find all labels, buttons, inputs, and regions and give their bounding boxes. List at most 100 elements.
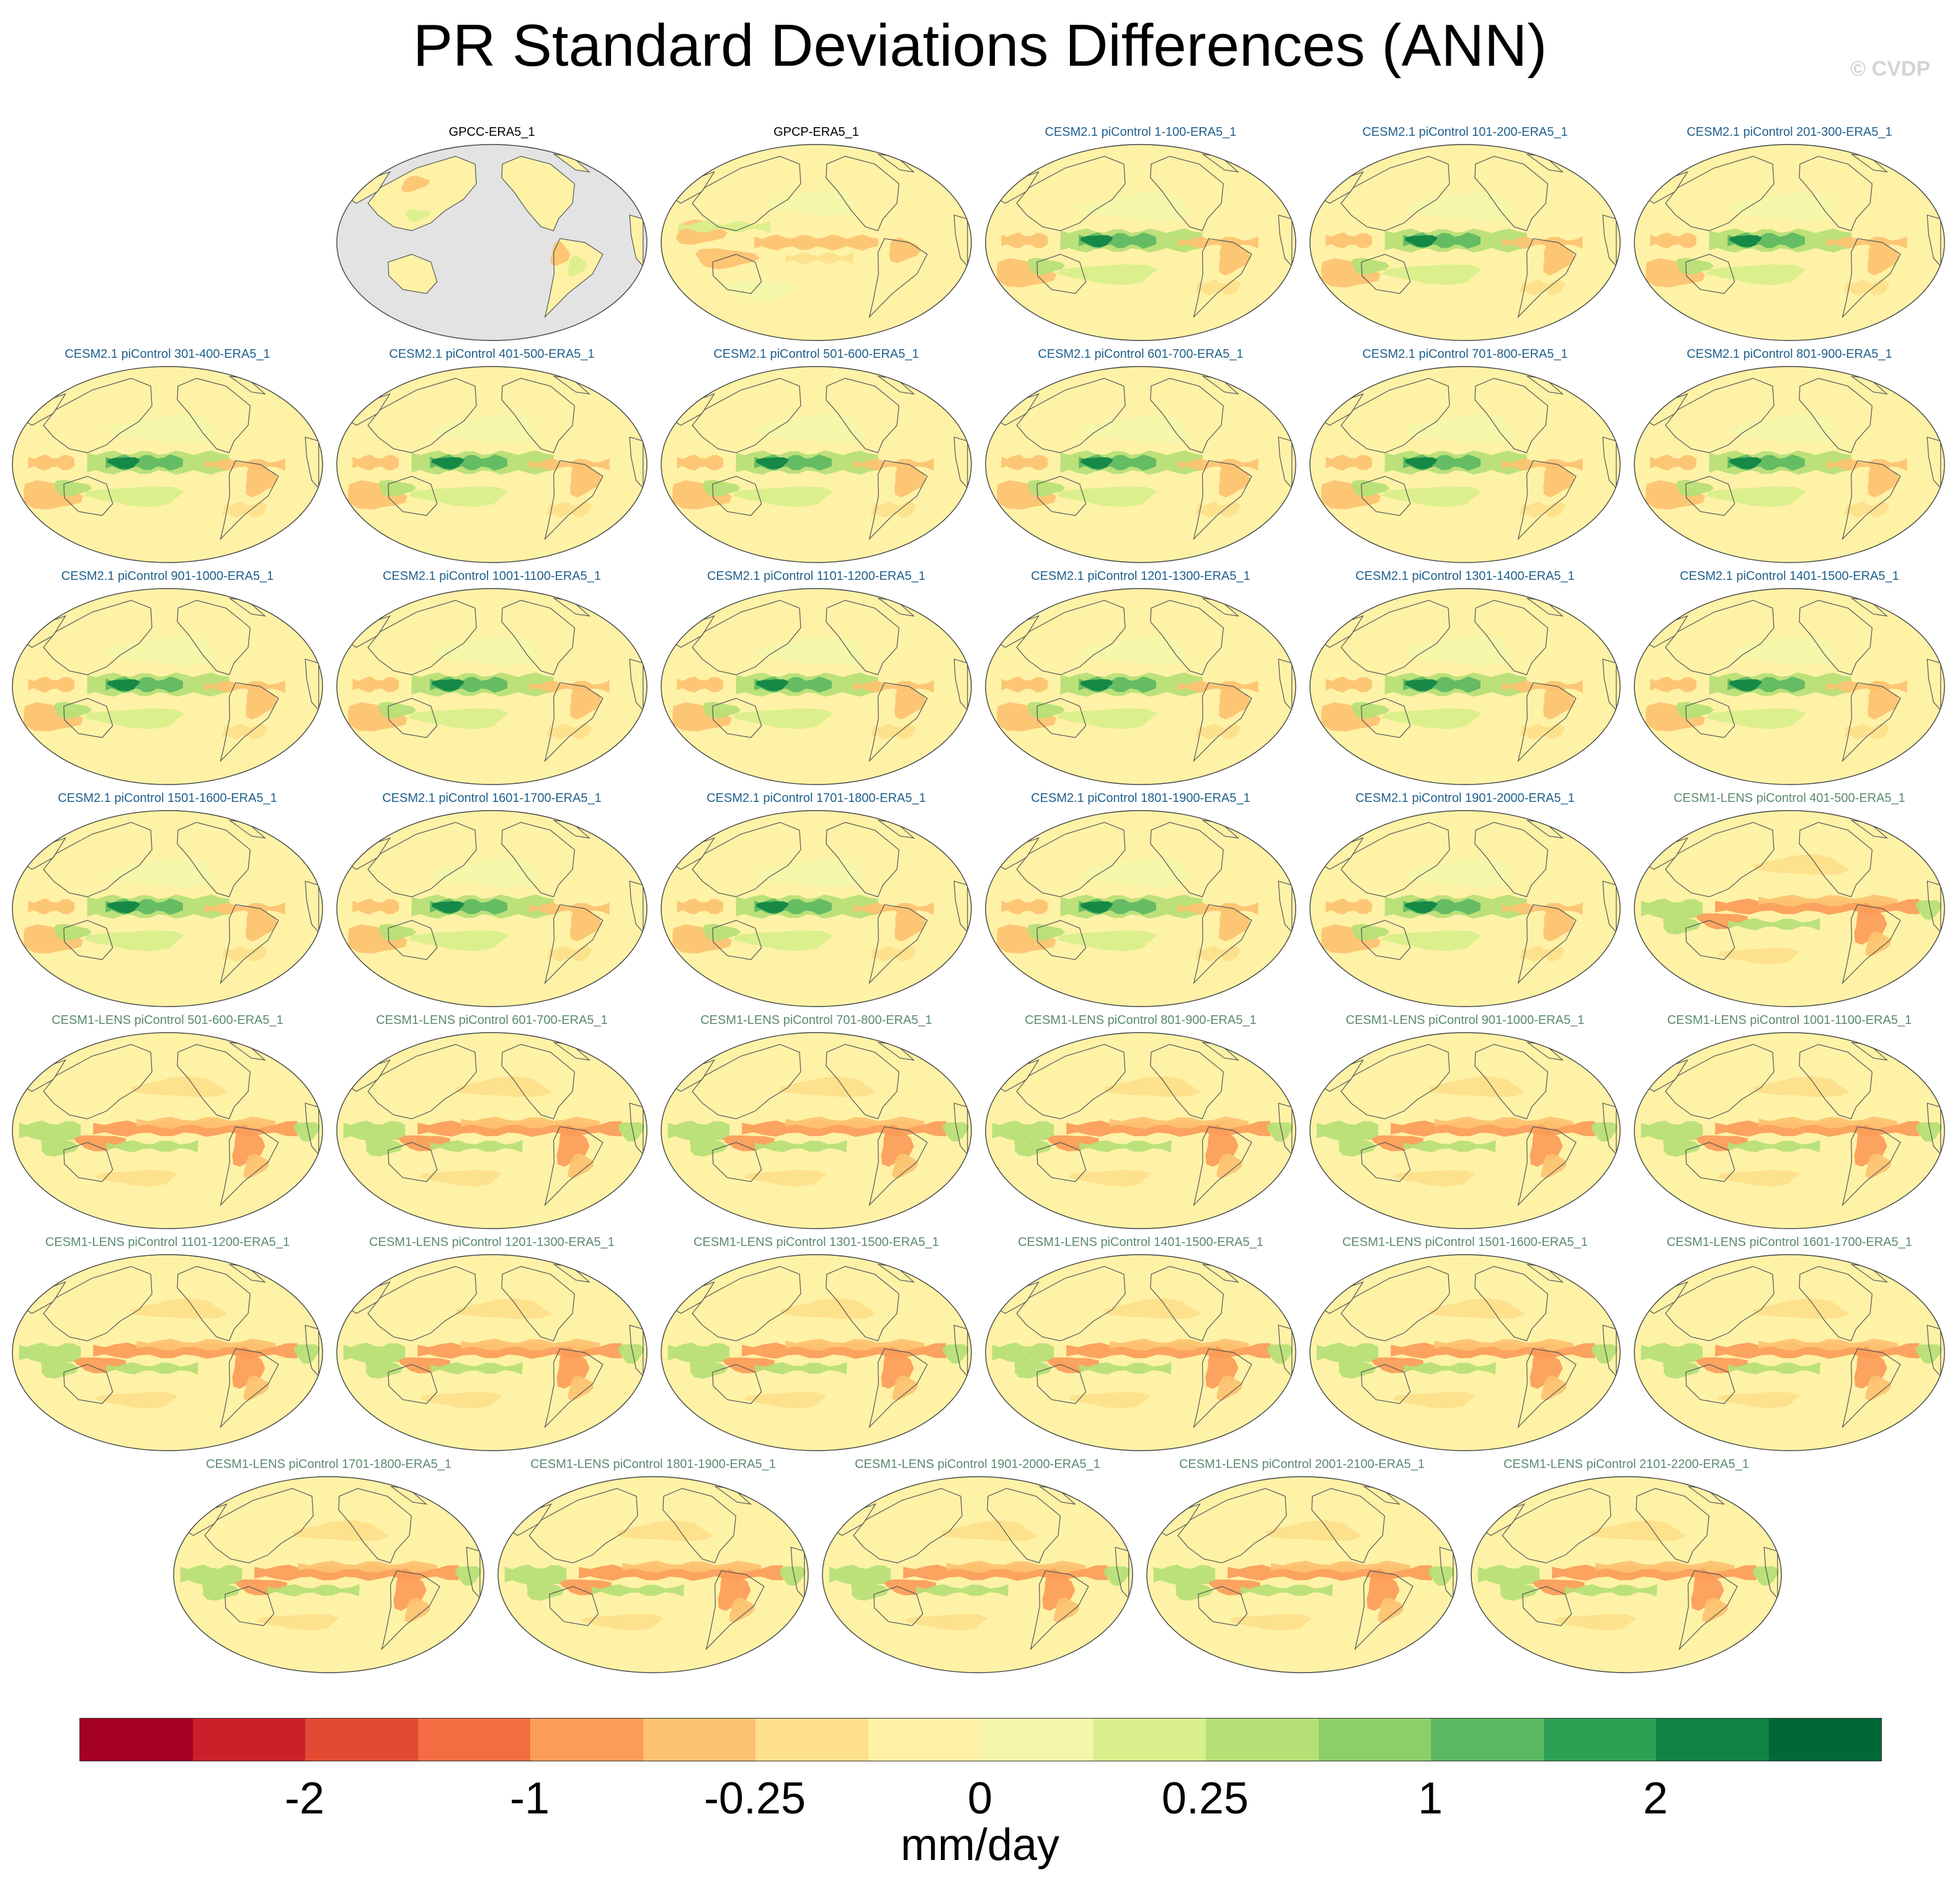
coastline	[1036, 1364, 1087, 1404]
map-border	[336, 1032, 648, 1229]
anomaly-contour	[1729, 679, 1762, 692]
coastline	[1278, 880, 1293, 933]
anomaly-contour	[997, 480, 1056, 510]
coastline	[1036, 254, 1087, 294]
map-border	[173, 1476, 484, 1673]
anomaly-contour	[267, 1584, 360, 1597]
colorbar-swatch	[1656, 1719, 1769, 1761]
coastline	[1842, 460, 1901, 541]
coastline	[790, 1546, 805, 1599]
anomaly-contour	[677, 898, 724, 915]
map-panel: CESM1-LENS piControl 1401-1500-ERA5_1	[979, 1234, 1302, 1455]
anomaly-contour	[432, 679, 465, 692]
anomaly-contour	[1267, 1122, 1293, 1142]
coastline	[1474, 156, 1548, 231]
coastline	[629, 1324, 644, 1377]
map-panel-title: GPCP-ERA5_1	[773, 125, 859, 139]
anomaly-contour	[1103, 1076, 1201, 1097]
anomaly-contour	[24, 480, 83, 510]
coastline	[305, 1102, 319, 1155]
coastline	[1927, 214, 1941, 267]
coastline	[629, 436, 644, 489]
map-panel: CESM1-LENS piControl 1001-1100-ERA5_1	[1628, 1012, 1951, 1233]
anomaly-contour	[1641, 1342, 1703, 1363]
anomaly-contour	[677, 454, 724, 471]
coastline	[1030, 1570, 1089, 1651]
anomaly-contour	[1392, 1170, 1476, 1187]
colorbar-tick-label: -2	[284, 1774, 325, 1823]
anomaly-contour	[455, 1566, 481, 1586]
anomaly-contour	[504, 1564, 567, 1585]
anomaly-contour	[1216, 1375, 1242, 1401]
map-border	[1146, 1476, 1458, 1673]
coastline	[220, 904, 279, 985]
anomaly-contour	[1915, 1122, 1942, 1142]
map-panel-title: CESM2.1 piControl 1701-1800-ERA5_1	[706, 791, 926, 805]
coastline	[63, 920, 114, 960]
anomaly-contour	[246, 685, 278, 720]
coastline	[1193, 238, 1252, 319]
map-panel: CESM1-LENS piControl 1601-1700-ERA5_1	[1628, 1234, 1951, 1455]
anomaly-contour	[1403, 1362, 1496, 1375]
map-svg	[1309, 588, 1621, 785]
coastline	[43, 1266, 153, 1341]
anomaly-contour	[1153, 1564, 1216, 1585]
anomaly-contour	[1216, 1153, 1242, 1179]
anomaly-contour	[997, 258, 1056, 288]
map-panel-title: CESM2.1 piControl 901-1000-ERA5_1	[61, 569, 274, 583]
coastline	[1361, 1364, 1411, 1404]
anomaly-contour	[1110, 1338, 1249, 1351]
map-panel: CESM2.1 piControl 1101-1200-ERA5_1	[655, 568, 978, 789]
coastline	[853, 1488, 963, 1564]
map-panel: GPCP-ERA5_1	[655, 124, 978, 345]
coastline	[1361, 920, 1411, 960]
coastline	[712, 476, 762, 516]
coastline	[1678, 1570, 1738, 1651]
anomaly-contour	[1403, 414, 1514, 444]
anomaly-contour	[348, 702, 408, 732]
coastline	[1474, 378, 1548, 453]
map-panel: CESM2.1 piControl 801-900-ERA5_1	[1628, 346, 1951, 567]
coastline	[1193, 1126, 1252, 1207]
anomaly-contour	[1868, 241, 1900, 276]
map-panel-title: CESM2.1 piControl 1801-1900-ERA5_1	[1031, 791, 1250, 805]
coastline	[544, 682, 604, 763]
anomaly-contour	[95, 1170, 178, 1187]
colorbar	[79, 1718, 1882, 1761]
anomaly-contour	[851, 1579, 889, 1601]
coastline	[1278, 658, 1293, 711]
colorbar-swatch	[80, 1719, 193, 1761]
coastline	[1193, 1348, 1252, 1429]
colorbar-swatch	[1206, 1719, 1319, 1761]
anomaly-contour	[432, 901, 465, 914]
anomaly-contour	[1339, 1135, 1376, 1157]
anomaly-contour	[461, 1116, 600, 1129]
map-panel: CESM1-LENS piControl 1101-1200-ERA5_1	[6, 1234, 329, 1455]
coastline	[177, 600, 251, 675]
coastline	[1150, 822, 1224, 897]
coastline	[1340, 1266, 1450, 1341]
coastline	[1685, 1142, 1735, 1182]
coastline	[1522, 1586, 1572, 1626]
colorbar-swatch	[755, 1719, 868, 1761]
anomaly-contour	[785, 252, 853, 265]
coastline	[826, 1044, 899, 1119]
anomaly-contour	[405, 209, 430, 222]
coastline	[1799, 1266, 1873, 1341]
coastline	[1340, 156, 1450, 231]
anomaly-contour	[19, 1120, 81, 1141]
anomaly-contour	[618, 1344, 644, 1364]
anomaly-contour	[430, 414, 541, 444]
anomaly-contour	[105, 414, 216, 444]
map-panel-title: CESM1-LENS piControl 401-500-ERA5_1	[1673, 791, 1905, 805]
map-panel-title: CESM1-LENS piControl 501-600-ERA5_1	[51, 1013, 283, 1027]
coastline	[388, 698, 438, 738]
coastline	[1036, 1142, 1087, 1182]
anomaly-contour	[1675, 479, 1714, 497]
anomaly-contour	[1351, 701, 1390, 719]
anomaly-contour	[419, 1170, 502, 1187]
anomaly-contour	[348, 480, 408, 510]
anomaly-contour	[1650, 454, 1697, 471]
anomaly-contour	[1403, 192, 1514, 222]
anomaly-contour	[997, 924, 1056, 954]
